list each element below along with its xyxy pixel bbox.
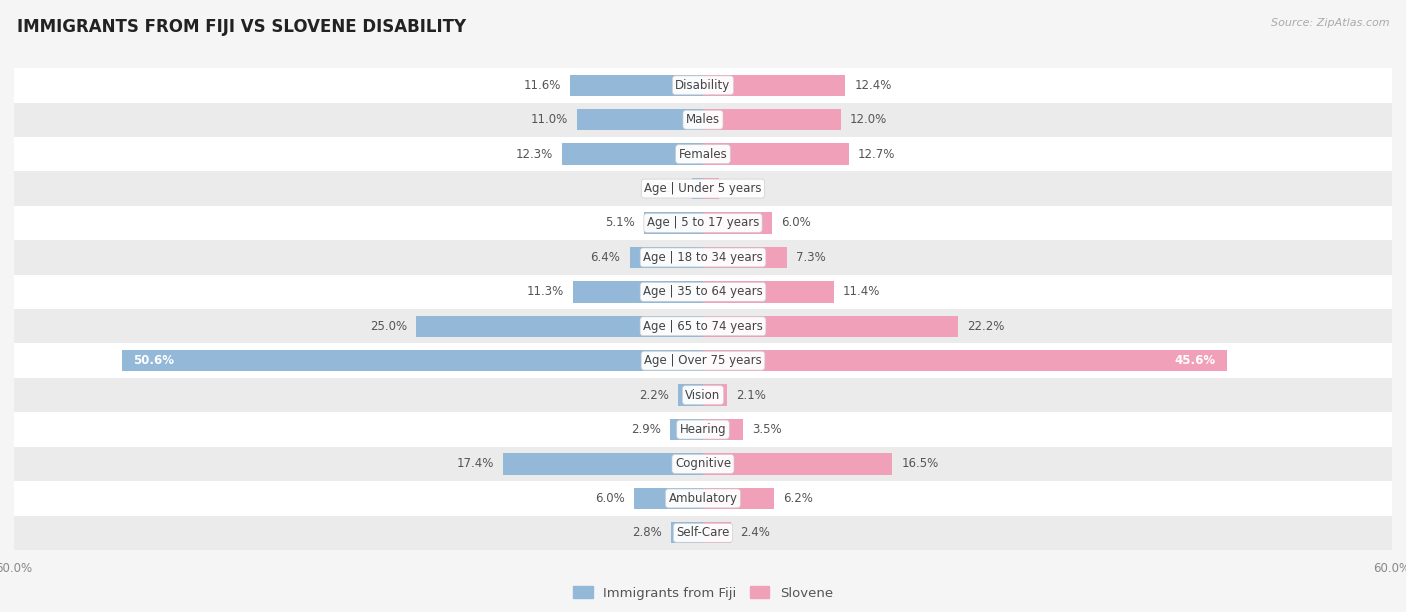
Bar	[14, 447, 1392, 481]
Bar	[630, 247, 703, 268]
Text: Age | 35 to 64 years: Age | 35 to 64 years	[643, 285, 763, 298]
Text: Self-Care: Self-Care	[676, 526, 730, 539]
Bar	[122, 350, 703, 371]
Text: 12.4%: 12.4%	[855, 79, 891, 92]
Text: 11.6%: 11.6%	[523, 79, 561, 92]
Bar	[703, 247, 787, 268]
Bar	[703, 316, 957, 337]
Text: 12.3%: 12.3%	[516, 147, 553, 160]
Bar	[703, 488, 775, 509]
Text: 2.2%: 2.2%	[638, 389, 669, 401]
Text: Hearing: Hearing	[679, 423, 727, 436]
Bar	[669, 419, 703, 440]
Bar	[14, 240, 1392, 275]
Text: 2.4%: 2.4%	[740, 526, 769, 539]
Bar	[703, 453, 893, 475]
Bar	[503, 453, 703, 475]
Text: Ambulatory: Ambulatory	[668, 492, 738, 505]
Bar	[14, 275, 1392, 309]
Text: Vision: Vision	[685, 389, 721, 401]
Bar	[634, 488, 703, 509]
Text: 16.5%: 16.5%	[901, 458, 939, 471]
Text: 6.2%: 6.2%	[783, 492, 813, 505]
Text: 11.3%: 11.3%	[527, 285, 564, 298]
Text: 12.7%: 12.7%	[858, 147, 896, 160]
Bar	[703, 281, 834, 302]
Text: 2.1%: 2.1%	[737, 389, 766, 401]
Text: 0.92%: 0.92%	[645, 182, 683, 195]
Bar	[703, 419, 744, 440]
Bar	[14, 412, 1392, 447]
Bar	[14, 515, 1392, 550]
Bar	[14, 137, 1392, 171]
Text: Cognitive: Cognitive	[675, 458, 731, 471]
Text: 2.9%: 2.9%	[631, 423, 661, 436]
Text: Source: ZipAtlas.com: Source: ZipAtlas.com	[1271, 18, 1389, 28]
Text: 22.2%: 22.2%	[967, 320, 1004, 333]
Bar	[416, 316, 703, 337]
Text: 6.0%: 6.0%	[782, 217, 811, 230]
Text: 1.4%: 1.4%	[728, 182, 758, 195]
Text: 17.4%: 17.4%	[457, 458, 494, 471]
Bar	[703, 143, 849, 165]
Text: 5.1%: 5.1%	[606, 217, 636, 230]
Text: 11.0%: 11.0%	[530, 113, 568, 126]
Text: Disability: Disability	[675, 79, 731, 92]
Bar	[14, 378, 1392, 412]
Bar	[14, 171, 1392, 206]
Text: 2.8%: 2.8%	[631, 526, 662, 539]
Bar	[703, 212, 772, 234]
Text: 50.6%: 50.6%	[134, 354, 174, 367]
Text: IMMIGRANTS FROM FIJI VS SLOVENE DISABILITY: IMMIGRANTS FROM FIJI VS SLOVENE DISABILI…	[17, 18, 465, 36]
Bar	[644, 212, 703, 234]
Bar	[14, 309, 1392, 343]
Bar	[703, 109, 841, 130]
Bar	[703, 350, 1226, 371]
Text: 25.0%: 25.0%	[370, 320, 406, 333]
Bar	[671, 522, 703, 543]
Legend: Immigrants from Fiji, Slovene: Immigrants from Fiji, Slovene	[568, 581, 838, 605]
Bar	[574, 281, 703, 302]
Text: 7.3%: 7.3%	[796, 251, 825, 264]
Text: Age | Under 5 years: Age | Under 5 years	[644, 182, 762, 195]
Bar	[692, 178, 703, 200]
Text: Males: Males	[686, 113, 720, 126]
Bar	[703, 384, 727, 406]
Text: 6.0%: 6.0%	[595, 492, 624, 505]
Bar	[14, 206, 1392, 241]
Bar	[14, 343, 1392, 378]
Bar	[678, 384, 703, 406]
Bar	[14, 68, 1392, 102]
Bar	[703, 178, 718, 200]
Text: Females: Females	[679, 147, 727, 160]
Text: Age | Over 75 years: Age | Over 75 years	[644, 354, 762, 367]
Bar	[703, 522, 731, 543]
Text: 6.4%: 6.4%	[591, 251, 620, 264]
Bar	[14, 481, 1392, 515]
Text: Age | 65 to 74 years: Age | 65 to 74 years	[643, 320, 763, 333]
Text: 3.5%: 3.5%	[752, 423, 782, 436]
Text: Age | 5 to 17 years: Age | 5 to 17 years	[647, 217, 759, 230]
Bar	[14, 102, 1392, 137]
Bar	[562, 143, 703, 165]
Text: 11.4%: 11.4%	[844, 285, 880, 298]
Text: 12.0%: 12.0%	[851, 113, 887, 126]
Bar	[703, 75, 845, 96]
Text: 45.6%: 45.6%	[1174, 354, 1215, 367]
Bar	[569, 75, 703, 96]
Bar	[576, 109, 703, 130]
Text: Age | 18 to 34 years: Age | 18 to 34 years	[643, 251, 763, 264]
